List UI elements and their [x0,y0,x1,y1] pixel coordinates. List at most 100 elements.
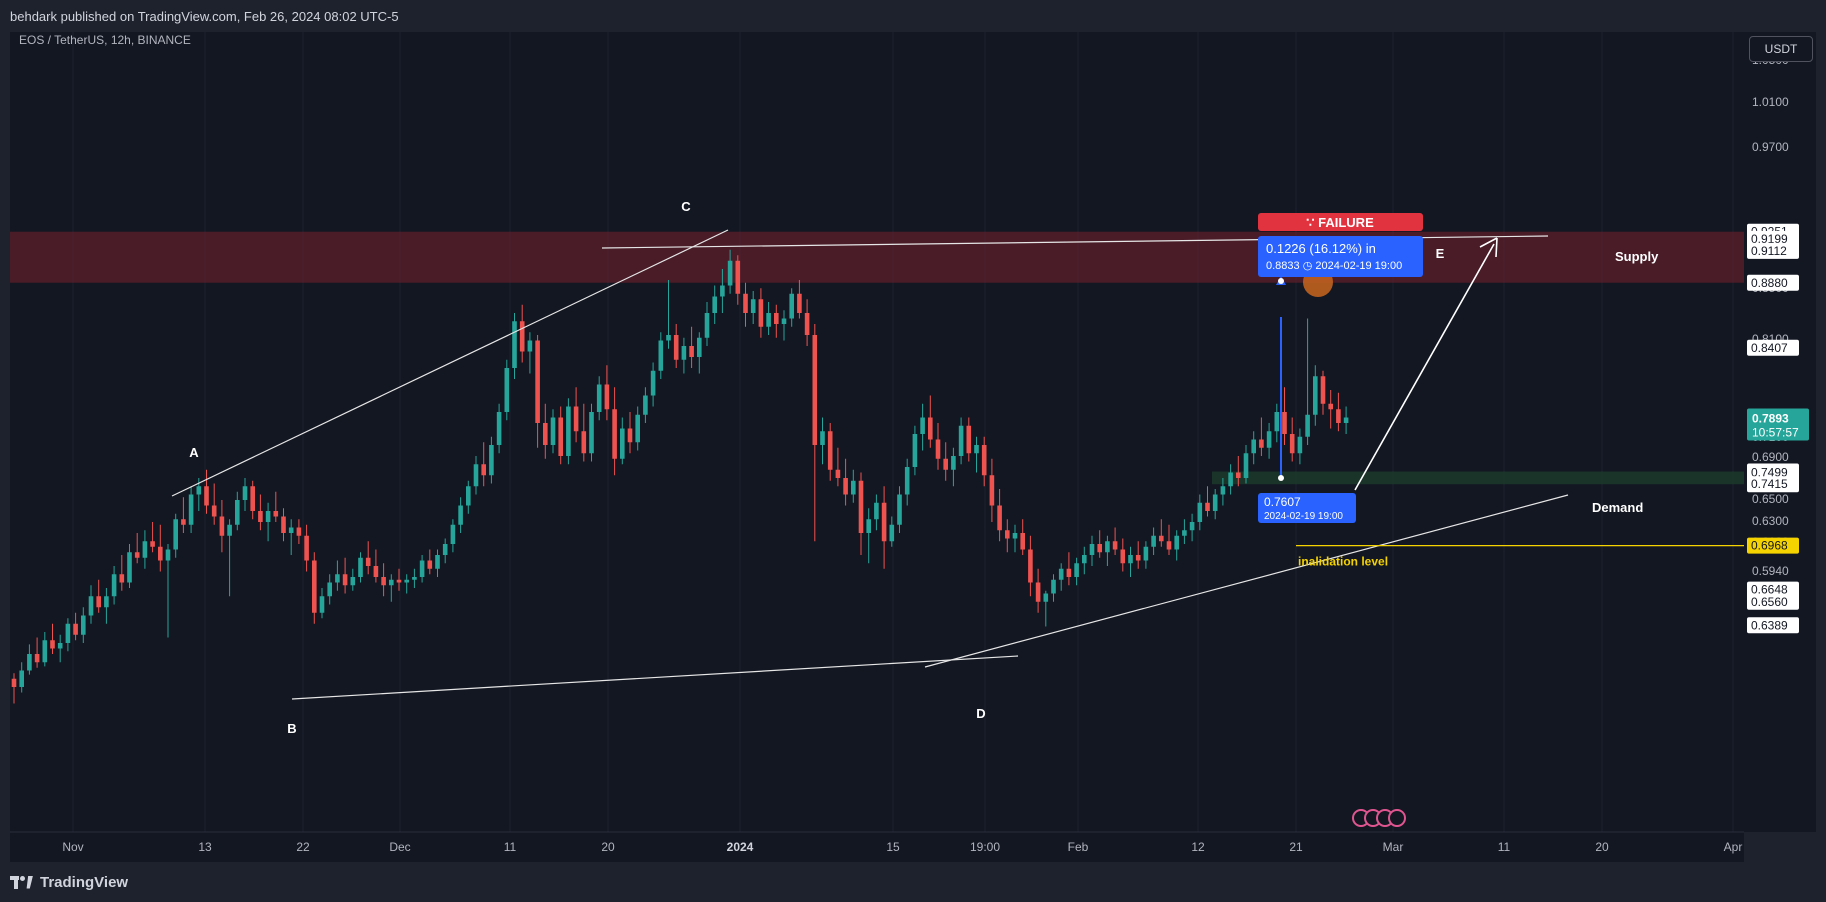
candle-body [1089,544,1095,555]
event-icon [1388,809,1406,827]
candle-body [204,486,209,506]
candle-body [396,579,402,583]
candle-body [173,519,178,550]
price-label: 0.8880 [1751,276,1788,290]
candle-body [1028,549,1033,583]
candle-body [958,425,964,456]
time-tick-label: 20 [1595,840,1609,854]
price-label: 0.9112 [1751,244,1787,258]
time-axis[interactable]: Nov 13 22 Dec 11 20 2024 15 19:00 Feb 12 21 Mar 11 20 A… [10,831,1744,862]
candle-body [404,579,409,583]
price-label-box [1747,274,1799,291]
candle-body [127,552,132,583]
candle-body [1274,412,1280,432]
measure-start-box [1258,493,1356,523]
candle-body [350,577,356,586]
measure-info-box [1258,236,1423,277]
supply-zone [10,231,1744,283]
candle-body [581,431,587,454]
candle-body [820,431,825,445]
candle-body [1120,549,1126,564]
wave-label-d: D [976,706,985,721]
candle-body [466,486,471,506]
price-label-box [1747,617,1799,634]
candle-body [1105,541,1110,553]
candle-body [119,574,125,583]
tradingview-logo[interactable]: TradingView [10,874,128,891]
candle-body [535,340,540,423]
candle-body [104,596,109,608]
wave-label-a: A [189,445,199,460]
candle-body [981,445,987,476]
projection-arrow-head [1479,237,1498,258]
price-tick-label: 0.5940 [1752,564,1789,578]
currency-button[interactable]: USDT [1749,36,1813,62]
candle-body [111,574,117,597]
candle-body [96,596,101,608]
measure-start-price: 0.7607 [1264,495,1301,509]
measure-end-text: 0.8833 ◷ 2024-02-19 19:00 [1266,260,1402,272]
candle-body [1051,579,1056,594]
time-tick-label: 13 [198,840,212,854]
candle-body [650,370,656,396]
candle-body [211,505,217,517]
candles [11,249,1349,704]
candle-body [697,337,702,357]
price-label: 0.7415 [1751,477,1788,491]
price-label-box [1747,537,1799,554]
candle-body [596,384,602,412]
price-label: 0.8407 [1751,341,1788,355]
candle-body [835,469,841,478]
candle-body [458,505,463,525]
candle-body [1289,434,1295,454]
candle-body [1043,593,1049,602]
candle-body [519,321,525,352]
candle-body [643,395,648,415]
candle-body [612,409,617,459]
time-tick-label: Apr [1724,840,1743,854]
candle-body [50,640,55,649]
candle-body [1174,535,1179,550]
candle-body [11,678,17,687]
candle-body [550,417,556,445]
candle-body [781,318,787,324]
candle-body [681,346,687,360]
trendline-a-c [171,229,729,497]
supply-label: Supply [1615,249,1659,264]
candle-body [920,417,925,434]
wave-label-e: E [1436,246,1445,261]
projection-arrow-line [1354,243,1495,491]
candle-body [1112,541,1118,550]
price-tick-label: 0.6300 [1752,514,1789,528]
candle-body [1236,472,1241,478]
candle-body [1143,546,1149,561]
time-tick-label: Nov [62,840,83,854]
candle-body [928,417,933,440]
candle-body [1151,535,1156,547]
candle-body [1251,439,1256,454]
candle-body [1305,414,1310,437]
candle-body [766,313,771,327]
candle-body [312,560,317,613]
candle-body [1282,412,1287,434]
candle-body [381,577,386,586]
price-label: 0.9199 [1751,232,1788,246]
price-label-box [1747,242,1799,259]
candle-body [527,340,533,352]
candle-body [219,516,225,536]
measure-start-dot [1278,475,1284,481]
candle-body [1020,533,1025,550]
candle-body [735,260,741,294]
candle-body [1012,533,1018,539]
candle-body [1197,502,1203,522]
candle-body [589,412,594,454]
candle-body [342,574,348,586]
candle-body [473,464,479,487]
candle-body [1058,568,1064,580]
time-tick-label: 21 [1289,840,1303,854]
chart-area[interactable]: inalidation level Supply Demand A B C D E ∵ FAIL… [0,32,1826,864]
last-price-value: 0.7893 [1752,411,1789,425]
time-tick-label: 2024 [727,840,754,854]
tradingview-logo-icon [10,875,34,890]
candle-body [1205,502,1210,511]
